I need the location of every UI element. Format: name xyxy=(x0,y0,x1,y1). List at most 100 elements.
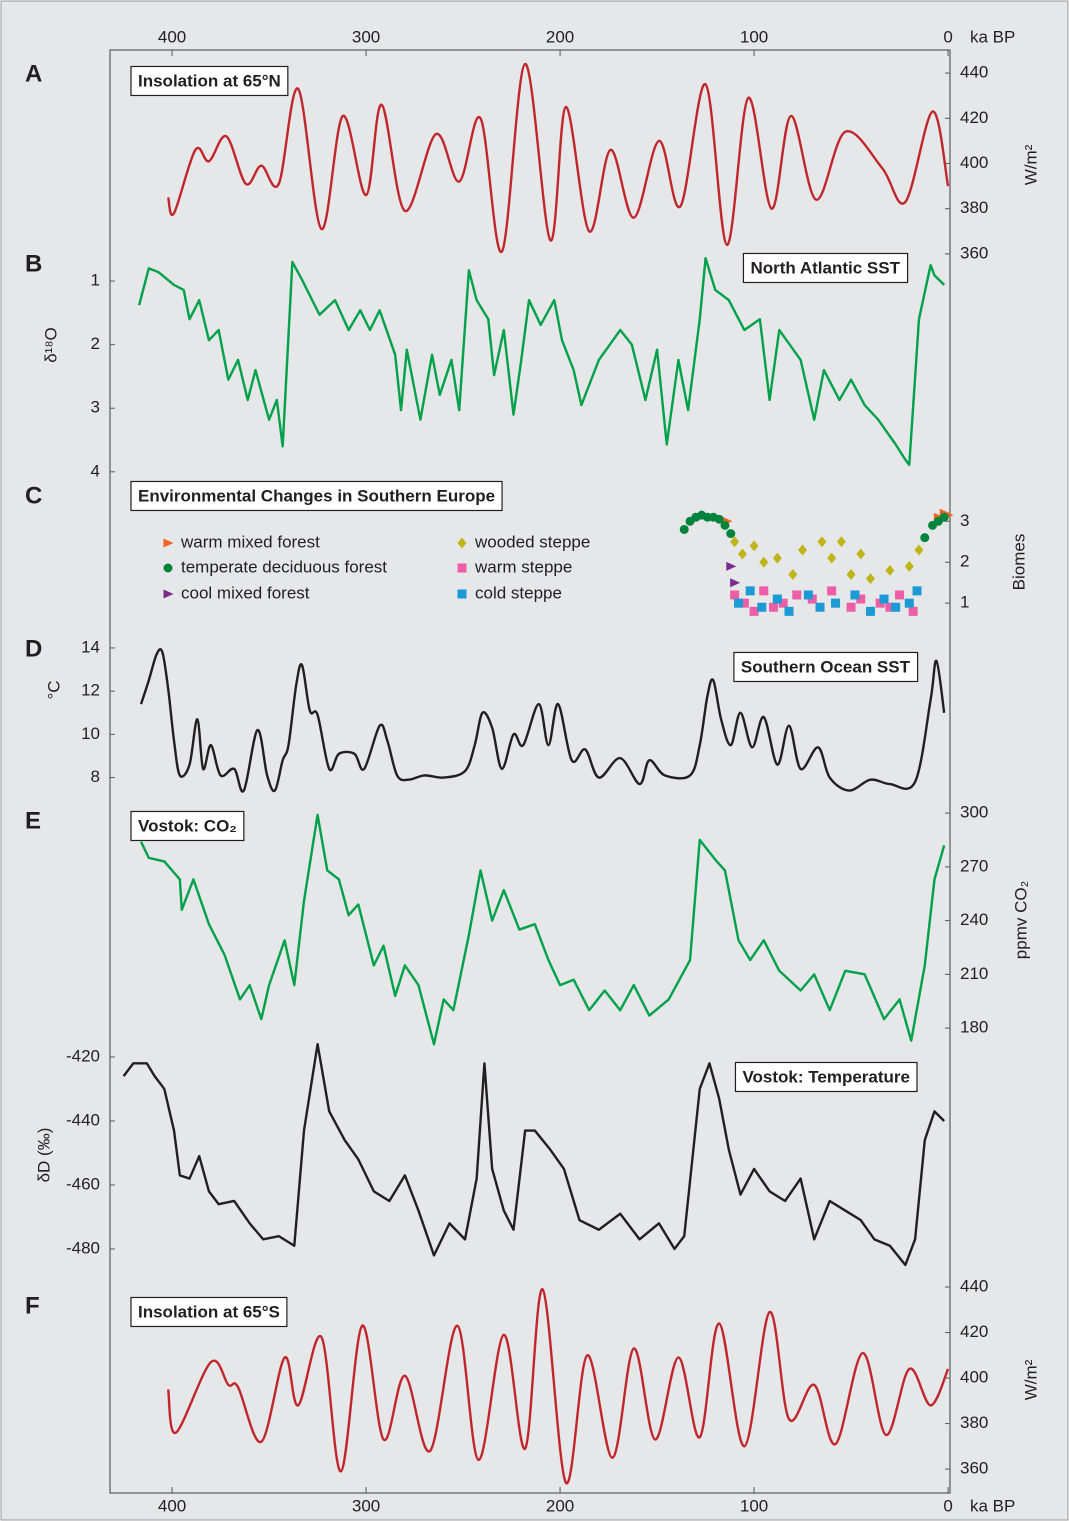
panel-title: Vostok: Temperature xyxy=(742,1067,910,1086)
marker xyxy=(904,598,914,608)
title-box xyxy=(742,252,909,284)
x-axis-label: ka BP xyxy=(970,27,1015,46)
x-tick-label: 200 xyxy=(546,27,574,46)
x-tick-label: 0 xyxy=(943,1496,952,1515)
y-tick-label: 210 xyxy=(960,964,988,983)
panel-title: Vostok: CO₂ xyxy=(138,816,237,835)
title-box xyxy=(130,810,245,842)
data-line xyxy=(139,813,946,1046)
marker xyxy=(759,586,769,596)
y-tick-label: 240 xyxy=(960,910,988,929)
marker xyxy=(768,602,778,612)
marker xyxy=(827,586,837,596)
panel-title: Insolation at 65°S xyxy=(138,1302,280,1321)
legend-marker xyxy=(457,589,467,599)
data-line xyxy=(167,62,950,253)
panel-letter: E xyxy=(25,807,41,834)
legend-label: wooded steppe xyxy=(474,532,590,551)
marker xyxy=(726,529,736,539)
x-tick-label: 100 xyxy=(740,27,768,46)
data-line xyxy=(167,1288,950,1485)
y-tick-label: 1 xyxy=(960,593,969,612)
marker xyxy=(749,606,759,616)
panel-title: North Atlantic SST xyxy=(750,258,900,277)
marker xyxy=(939,512,949,522)
title-box xyxy=(733,651,919,683)
y-axis-label: ppmv CO₂ xyxy=(1011,881,1030,959)
marker xyxy=(749,540,759,552)
marker xyxy=(914,544,924,556)
y-tick-label: 10 xyxy=(81,724,100,743)
marker xyxy=(846,602,856,612)
marker xyxy=(836,536,846,548)
y-tick-label: 1 xyxy=(91,271,100,290)
y-tick-label: 2 xyxy=(91,334,100,353)
marker xyxy=(784,606,794,616)
marker xyxy=(788,569,798,580)
marker xyxy=(865,573,875,585)
marker xyxy=(920,533,930,543)
marker xyxy=(885,564,895,576)
marker xyxy=(739,598,749,608)
marker xyxy=(757,602,767,612)
x-tick-label: 400 xyxy=(158,1496,186,1515)
legend-marker xyxy=(457,537,467,549)
title-box xyxy=(130,480,503,512)
marker xyxy=(730,536,740,548)
legend-label: warm mixed forest xyxy=(180,532,320,551)
legend-label: cold steppe xyxy=(475,583,562,602)
x-tick-label: 0 xyxy=(943,27,952,46)
marker xyxy=(846,569,856,580)
y-tick-label: -480 xyxy=(66,1238,100,1257)
y-tick-label: 440 xyxy=(960,1277,988,1296)
x-axis-label: ka BP xyxy=(970,1496,1015,1515)
legend-label: warm steppe xyxy=(474,557,572,576)
y-tick-label: 180 xyxy=(960,1018,988,1037)
y-axis-label: W/m² xyxy=(1021,1359,1040,1400)
marker xyxy=(772,594,782,604)
y-tick-label: 12 xyxy=(81,681,100,700)
y-tick-label: 360 xyxy=(960,243,988,262)
x-tick-label: 100 xyxy=(740,1496,768,1515)
data-line xyxy=(122,1042,946,1267)
panel-letter: A xyxy=(25,60,42,87)
marker xyxy=(827,552,837,564)
panel-title: Southern Ocean SST xyxy=(741,657,911,676)
y-tick-label: 14 xyxy=(81,637,100,656)
x-tick-label: 300 xyxy=(352,27,380,46)
marker xyxy=(759,556,769,568)
marker xyxy=(912,586,922,596)
y-tick-label: 420 xyxy=(960,108,988,127)
marker xyxy=(679,524,689,534)
y-tick-label: -460 xyxy=(66,1174,100,1193)
marker xyxy=(730,590,740,600)
y-tick-label: 4 xyxy=(91,461,100,480)
title-box xyxy=(734,1061,918,1093)
marker xyxy=(720,520,730,530)
marker xyxy=(737,548,747,560)
panel-letter: D xyxy=(25,635,42,662)
marker xyxy=(778,598,788,608)
y-tick-label: 270 xyxy=(960,856,988,875)
marker xyxy=(714,514,724,524)
marker xyxy=(726,561,737,571)
legend-marker xyxy=(163,563,173,573)
marker xyxy=(895,590,905,600)
x-tick-label: 400 xyxy=(158,27,186,46)
marker xyxy=(904,560,914,572)
marker xyxy=(850,590,860,600)
y-tick-label: 360 xyxy=(960,1459,988,1478)
legend-label: cool mixed forest xyxy=(181,583,310,602)
y-tick-label: 8 xyxy=(91,767,100,786)
legend-marker xyxy=(163,589,174,599)
marker xyxy=(798,544,808,556)
y-tick-label: -420 xyxy=(66,1046,100,1065)
marker xyxy=(803,590,813,600)
panel-title: Environmental Changes in Southern Europe xyxy=(138,486,495,505)
x-tick-label: 300 xyxy=(352,1496,380,1515)
y-tick-label: 400 xyxy=(960,1368,988,1387)
y-tick-label: 400 xyxy=(960,153,988,172)
marker xyxy=(856,594,866,604)
y-tick-label: -440 xyxy=(66,1110,100,1129)
